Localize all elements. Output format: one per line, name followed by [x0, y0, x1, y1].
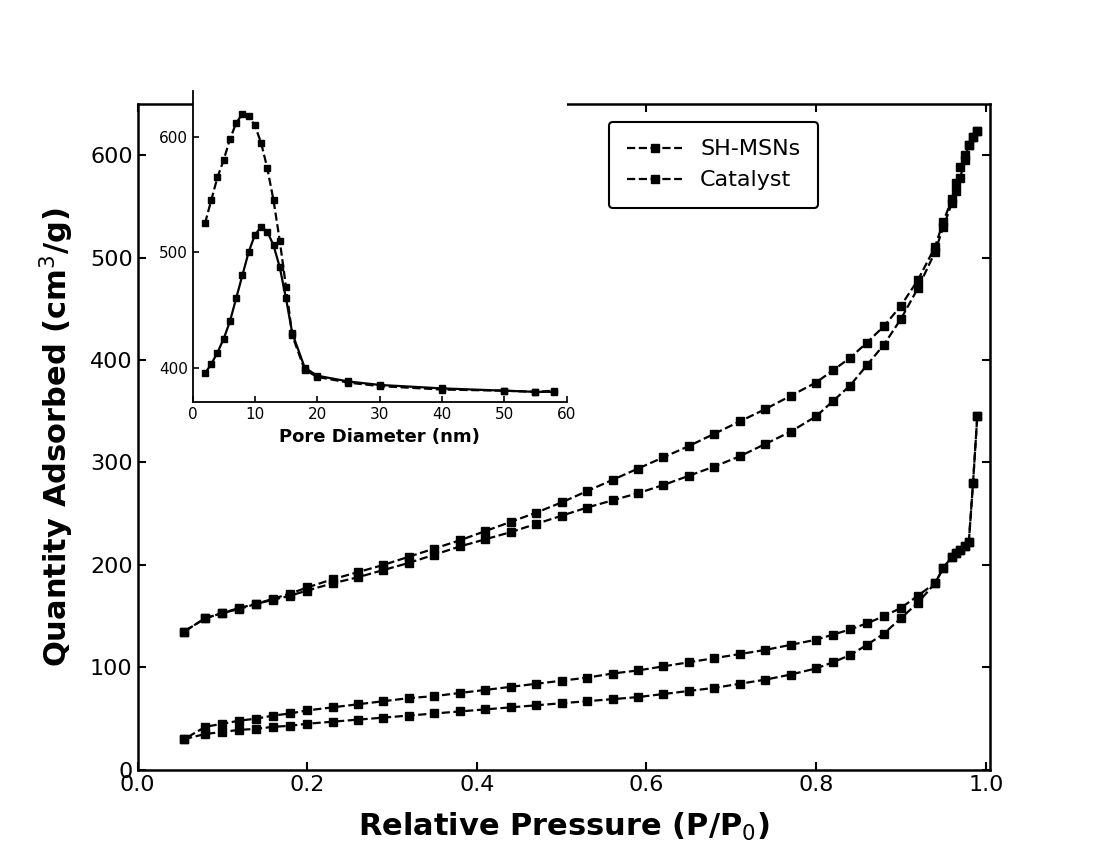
Legend: SH-MSNs, Catalyst: SH-MSNs, Catalyst	[609, 122, 818, 208]
Y-axis label: Quantity Adsorbed (cm$^3$/g): Quantity Adsorbed (cm$^3$/g)	[37, 207, 76, 667]
X-axis label: Pore Diameter (nm): Pore Diameter (nm)	[279, 427, 480, 445]
X-axis label: Relative Pressure (P/P$_0$): Relative Pressure (P/P$_0$)	[358, 811, 770, 843]
